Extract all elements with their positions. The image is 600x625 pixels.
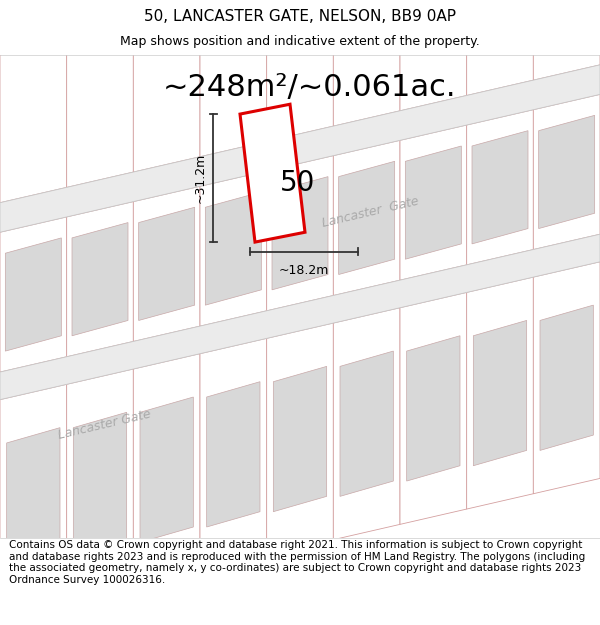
Polygon shape — [467, 110, 533, 265]
Polygon shape — [200, 0, 266, 157]
Polygon shape — [274, 366, 326, 512]
Polygon shape — [533, 94, 600, 249]
Polygon shape — [334, 308, 400, 540]
Polygon shape — [400, 292, 467, 524]
Polygon shape — [266, 323, 334, 555]
Polygon shape — [0, 55, 280, 233]
Polygon shape — [133, 186, 200, 341]
Polygon shape — [5, 238, 61, 351]
Text: Contains OS data © Crown copyright and database right 2021. This information is : Contains OS data © Crown copyright and d… — [9, 540, 585, 585]
Polygon shape — [139, 208, 194, 321]
Polygon shape — [67, 369, 133, 601]
Polygon shape — [67, 202, 133, 357]
Text: 50: 50 — [280, 169, 315, 197]
Text: 50, LANCASTER GATE, NELSON, BB9 0AP: 50, LANCASTER GATE, NELSON, BB9 0AP — [144, 9, 456, 24]
Text: Map shows position and indicative extent of the property.: Map shows position and indicative extent… — [120, 35, 480, 48]
Polygon shape — [205, 192, 262, 305]
Polygon shape — [400, 125, 467, 280]
Polygon shape — [272, 177, 328, 290]
Polygon shape — [467, 0, 533, 96]
Polygon shape — [200, 171, 266, 326]
Polygon shape — [133, 9, 200, 172]
Polygon shape — [0, 217, 67, 372]
Polygon shape — [206, 382, 260, 527]
Polygon shape — [533, 0, 600, 80]
Polygon shape — [406, 146, 461, 259]
Polygon shape — [67, 24, 133, 188]
Polygon shape — [266, 156, 334, 311]
Polygon shape — [72, 222, 128, 336]
Polygon shape — [540, 305, 593, 451]
Polygon shape — [0, 384, 67, 616]
Polygon shape — [467, 277, 533, 509]
Text: Lancaster Gate: Lancaster Gate — [57, 407, 153, 441]
Polygon shape — [0, 234, 600, 399]
Polygon shape — [400, 0, 467, 111]
Polygon shape — [0, 65, 600, 232]
Polygon shape — [473, 321, 527, 466]
Polygon shape — [0, 234, 600, 399]
Polygon shape — [407, 336, 460, 481]
Polygon shape — [338, 161, 395, 274]
Text: Lancaster  Gate: Lancaster Gate — [320, 195, 420, 230]
Polygon shape — [73, 412, 127, 558]
Polygon shape — [133, 354, 200, 586]
Polygon shape — [0, 65, 600, 232]
Polygon shape — [140, 397, 193, 542]
Polygon shape — [266, 0, 334, 141]
Polygon shape — [472, 131, 528, 244]
Text: ~248m²/~0.061ac.: ~248m²/~0.061ac. — [163, 72, 457, 102]
Polygon shape — [0, 39, 67, 202]
Polygon shape — [200, 338, 266, 571]
Polygon shape — [340, 351, 394, 496]
Polygon shape — [533, 262, 600, 494]
Text: ~31.2m: ~31.2m — [194, 153, 207, 203]
Polygon shape — [7, 428, 60, 573]
Polygon shape — [334, 141, 400, 296]
Text: ~18.2m: ~18.2m — [279, 264, 329, 277]
Polygon shape — [240, 104, 305, 242]
Polygon shape — [539, 116, 595, 229]
Polygon shape — [334, 0, 400, 126]
